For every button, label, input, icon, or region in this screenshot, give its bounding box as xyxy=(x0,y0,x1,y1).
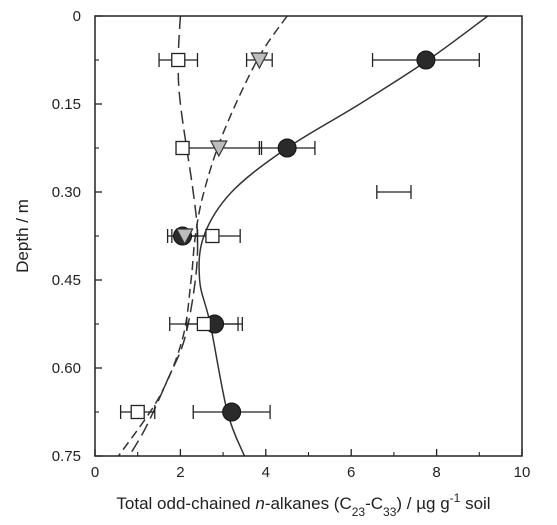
y-tick-label: 0.45 xyxy=(52,272,81,289)
x-tick-label: 8 xyxy=(432,464,440,481)
data-point-series-3 xyxy=(171,52,186,68)
x-title-text: Total odd-chained xyxy=(116,494,255,513)
data-point-series-2 xyxy=(209,140,228,158)
data-point-series-2 xyxy=(250,52,269,70)
data-point-series-3 xyxy=(130,404,145,420)
y-tick-label: 0 xyxy=(73,8,81,25)
data-markers xyxy=(119,50,480,422)
x-title-text: soil xyxy=(460,494,490,513)
plot-frame xyxy=(94,15,523,457)
x-axis-title: Total odd-chained n-alkanes (C23-C33) / … xyxy=(116,491,490,519)
x-title-text: -alkanes (C xyxy=(265,494,352,513)
x-tick-label: 0 xyxy=(91,464,99,481)
x-title-italic: n xyxy=(255,494,264,513)
data-point-series-1 xyxy=(416,50,436,70)
data-point-series-3 xyxy=(175,140,190,156)
y-tick-label: 0.60 xyxy=(52,360,81,377)
data-point-series-3 xyxy=(196,316,212,332)
x-title-subscript: 23 xyxy=(352,505,366,519)
y-tick-label: 0.15 xyxy=(52,96,81,113)
y-tick-label: 0.75 xyxy=(52,448,81,465)
data-point-series-1 xyxy=(222,402,242,422)
y-axis-title: Depth / m xyxy=(13,199,32,273)
x-tick-label: 6 xyxy=(347,464,355,481)
x-title-superscript: -1 xyxy=(450,491,461,505)
x-title-text: ) / µg g xyxy=(396,494,449,513)
fit-curve-series-3 xyxy=(128,15,199,457)
data-point-series-3 xyxy=(205,228,220,244)
data-point-series-1 xyxy=(277,138,297,158)
fit-curve-series-1 xyxy=(198,15,489,457)
x-title-subscript: 33 xyxy=(383,505,397,519)
x-tick-label: 2 xyxy=(176,464,184,481)
data-point-series-2 xyxy=(175,228,194,246)
y-tick-label: 0.30 xyxy=(52,184,81,201)
axis-ticks: 0 2 4 6 8 10 0 0.15 0.30 0.45 0.60 0.75 xyxy=(52,8,531,481)
x-tick-label: 10 xyxy=(514,464,531,481)
x-tick-label: 4 xyxy=(262,464,270,481)
x-title-text: -C xyxy=(365,494,383,513)
